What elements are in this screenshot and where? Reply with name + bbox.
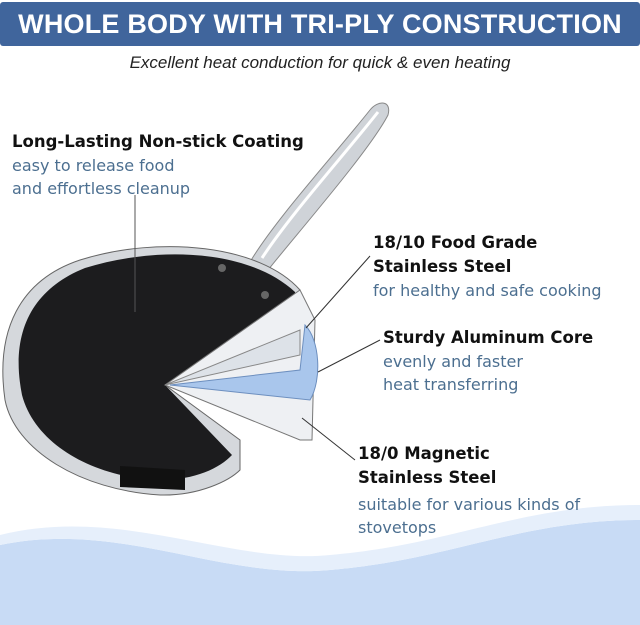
pan-nonstick-interior: [18, 254, 300, 480]
callout-aluminum-core: Sturdy Aluminum Core evenly and faster h…: [383, 326, 593, 396]
leader-line-food-grade: [305, 255, 371, 329]
callout-title: Stainless Steel: [373, 257, 512, 276]
callout-description: stovetops: [358, 518, 437, 537]
callout-title: Long-Lasting Non-stick Coating: [12, 132, 304, 151]
header-subtitle: Excellent heat conduction for quick & ev…: [129, 53, 511, 72]
callout-description: heat transferring: [383, 375, 519, 394]
leader-line-magnetic: [301, 417, 356, 461]
callout-title: Sturdy Aluminum Core: [383, 328, 594, 347]
header-banner: WHOLE BODY WITH TRI-PLY CONSTRUCTION: [0, 2, 640, 46]
callout-description: for healthy and safe cooking: [373, 281, 602, 300]
callout-title: 18/10 Food Grade: [373, 233, 538, 252]
background-wave: [0, 520, 640, 625]
callout-food-grade-steel: 18/10 Food Grade Stainless Steel for hea…: [373, 231, 602, 302]
callout-description: evenly and faster: [383, 352, 523, 371]
callout-title: 18/0 Magnetic: [358, 444, 490, 463]
callout-title: Stainless Steel: [358, 468, 497, 487]
callout-description: and effortless cleanup: [12, 179, 191, 198]
aluminum-core-layer: [169, 323, 319, 401]
callout-magnetic-steel: 18/0 Magnetic Stainless Steel suitable f…: [358, 442, 580, 539]
callout-description: easy to release food: [12, 156, 175, 175]
leader-line-aluminum: [317, 339, 381, 373]
callout-description: suitable for various kinds of: [358, 495, 581, 514]
callout-nonstick-coating: Long-Lasting Non-stick Coating easy to r…: [12, 130, 304, 200]
